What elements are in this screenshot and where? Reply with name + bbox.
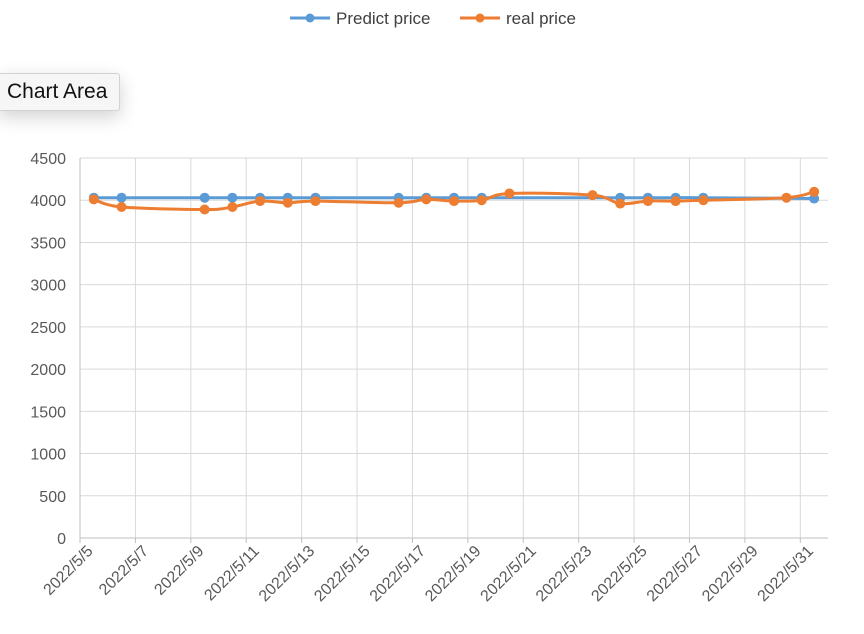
- legend[interactable]: Predict price real price: [290, 9, 576, 28]
- x-tick-label: 2022/5/27: [644, 543, 706, 605]
- series-line-predict-price[interactable]: [92, 196, 816, 201]
- legend-item-real-price[interactable]: real price: [460, 9, 576, 28]
- data-point-real-price[interactable]: [88, 194, 99, 205]
- data-point-predict-price[interactable]: [199, 192, 210, 203]
- data-point-real-price[interactable]: [393, 197, 404, 208]
- data-point-real-price[interactable]: [449, 196, 459, 207]
- legend-swatch-marker: [475, 13, 485, 23]
- data-point-real-price[interactable]: [310, 196, 321, 207]
- x-tick-label: 2022/5/21: [478, 543, 540, 605]
- data-point-predict-price[interactable]: [116, 192, 127, 203]
- x-tick-label: 2022/5/7: [96, 543, 152, 599]
- data-point-real-price[interactable]: [282, 197, 293, 208]
- data-point-predict-price[interactable]: [227, 192, 238, 203]
- x-tick-label: 2022/5/5: [41, 543, 97, 599]
- y-tick-label: 0: [57, 531, 66, 548]
- data-point-real-price[interactable]: [642, 196, 653, 207]
- data-point-real-price[interactable]: [199, 204, 210, 215]
- legend-swatch-marker: [305, 13, 315, 23]
- chart-area-tooltip: Chart Area: [0, 73, 121, 111]
- y-tick-label: 1000: [30, 447, 66, 464]
- y-tick-label: 500: [39, 489, 66, 506]
- x-tick-label: 2022/5/23: [533, 543, 595, 605]
- data-point-real-price[interactable]: [476, 195, 487, 206]
- data-point-real-price[interactable]: [227, 201, 238, 212]
- x-tick-label: 2022/5/19: [422, 543, 484, 605]
- data-point-real-price[interactable]: [255, 196, 266, 207]
- x-tick-label: 2022/5/11: [201, 543, 263, 605]
- axes: 0 500 1000 1500 2000 2500 3000 3500 4000 4500 2022…: [30, 151, 828, 605]
- data-point-real-price[interactable]: [421, 194, 432, 205]
- data-point-real-price[interactable]: [587, 190, 598, 201]
- x-tick-label: 2022/5/29: [699, 543, 761, 605]
- series-group: [88, 186, 820, 215]
- data-point-real-price[interactable]: [781, 192, 792, 203]
- data-point-real-price[interactable]: [615, 198, 626, 209]
- x-tick-label: 2022/5/17: [367, 543, 429, 605]
- y-tick-label: 3500: [30, 235, 66, 252]
- data-point-real-price[interactable]: [504, 188, 515, 199]
- y-tick-label: 3000: [30, 278, 66, 295]
- gridlines: [80, 157, 828, 539]
- legend-label: Predict price: [336, 9, 430, 28]
- x-tick-label: 2022/5/31: [755, 543, 817, 605]
- legend-label: real price: [506, 9, 576, 28]
- data-point-real-price[interactable]: [670, 196, 681, 207]
- data-point-real-price[interactable]: [698, 195, 709, 206]
- y-tick-label: 2000: [30, 362, 66, 379]
- x-tick-label: 2022/5/9: [151, 543, 207, 599]
- x-tick-label: 2022/5/13: [256, 543, 318, 605]
- data-point-real-price[interactable]: [116, 201, 127, 212]
- y-tick-label: 4500: [30, 151, 66, 168]
- data-point-real-price[interactable]: [809, 186, 820, 197]
- x-tick-label: 2022/5/25: [588, 543, 650, 605]
- y-tick-label: 2500: [30, 320, 66, 337]
- legend-item-predict-price[interactable]: Predict price: [290, 9, 430, 28]
- y-tick-label: 1500: [30, 404, 66, 421]
- y-tick-label: 4000: [30, 193, 66, 210]
- x-tick-label: 2022/5/15: [311, 543, 373, 605]
